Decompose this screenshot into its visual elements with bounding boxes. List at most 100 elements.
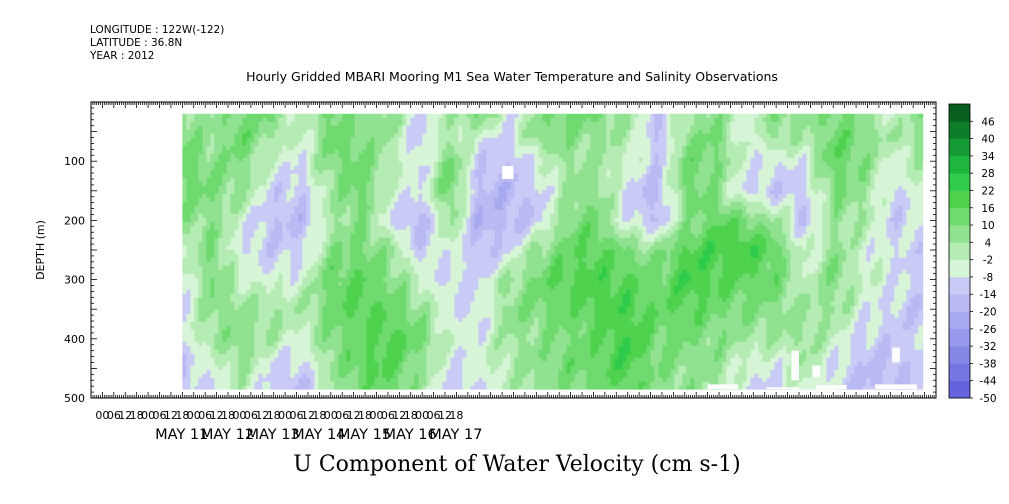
- heatmap-cell: [678, 125, 683, 131]
- heatmap-cell: [898, 157, 903, 163]
- heatmap-cell: [494, 165, 499, 171]
- heatmap-cell: [454, 113, 459, 119]
- heatmap-cell: [218, 193, 223, 199]
- heatmap-cell: [694, 213, 699, 219]
- heatmap-cell: [898, 153, 903, 159]
- heatmap-cell: [846, 165, 851, 171]
- heatmap-cell: [846, 117, 851, 123]
- heatmap-cell: [830, 117, 835, 123]
- heatmap-cell: [386, 157, 391, 163]
- heatmap-cell: [242, 217, 247, 223]
- heatmap-cell: [538, 117, 543, 123]
- heatmap-cell: [826, 133, 831, 139]
- heatmap-cell: [518, 161, 523, 167]
- heatmap-cell: [350, 181, 355, 187]
- heatmap-cell: [278, 121, 283, 127]
- heatmap-cell: [210, 189, 215, 195]
- heatmap-cell: [914, 197, 919, 203]
- heatmap-cell: [666, 165, 671, 171]
- heatmap-cell: [918, 197, 923, 203]
- heatmap-cell: [318, 113, 323, 119]
- heatmap-cell: [694, 157, 699, 163]
- heatmap-cell: [530, 173, 535, 179]
- heatmap-cell: [594, 205, 599, 211]
- heatmap-cell: [630, 173, 635, 179]
- heatmap-cell: [842, 213, 847, 219]
- heatmap-cell: [658, 185, 663, 191]
- heatmap-cell: [862, 213, 867, 219]
- heatmap-cell: [746, 161, 751, 167]
- heatmap-cell: [242, 133, 247, 139]
- heatmap-cell: [182, 201, 187, 207]
- heatmap-cell: [874, 177, 879, 183]
- heatmap-cell: [250, 129, 255, 135]
- heatmap-cell: [530, 181, 535, 187]
- heatmap-cell: [654, 161, 659, 167]
- heatmap-cell: [814, 129, 819, 135]
- heatmap-cell: [790, 209, 795, 215]
- heatmap-cell: [838, 161, 843, 167]
- heatmap-cell: [342, 205, 347, 211]
- heatmap-cell: [682, 145, 687, 151]
- heatmap-cell: [282, 205, 287, 211]
- heatmap-cell: [750, 185, 755, 191]
- heatmap-cell: [858, 213, 863, 219]
- heatmap-cell: [382, 133, 387, 139]
- heatmap-cell: [402, 121, 407, 127]
- heatmap-cell: [626, 217, 631, 223]
- heatmap-cell: [206, 161, 211, 167]
- heatmap-cell: [566, 141, 571, 147]
- heatmap-cell: [650, 185, 655, 191]
- heatmap-cell: [338, 121, 343, 127]
- heatmap-cell: [534, 117, 539, 123]
- heatmap-cell: [262, 141, 267, 147]
- heatmap-cell: [914, 125, 919, 131]
- heatmap-cell: [570, 117, 575, 123]
- heatmap-cell: [854, 173, 859, 179]
- heatmap-cell: [646, 117, 651, 123]
- heatmap-cell: [914, 137, 919, 143]
- heatmap-cell: [614, 133, 619, 139]
- heatmap-cell: [462, 185, 467, 191]
- heatmap-cell: [682, 169, 687, 175]
- heatmap-cell: [234, 161, 239, 167]
- heatmap-cell: [526, 173, 531, 179]
- heatmap-cell: [322, 173, 327, 179]
- heatmap-cell: [738, 181, 743, 187]
- heatmap-cell: [782, 177, 787, 183]
- heatmap-cell: [398, 157, 403, 163]
- heatmap-cell: [794, 145, 799, 151]
- heatmap-cell: [806, 181, 811, 187]
- heatmap-cell: [638, 209, 643, 215]
- heatmap-cell: [318, 133, 323, 139]
- heatmap-cell: [346, 129, 351, 135]
- heatmap-cell: [398, 205, 403, 211]
- heatmap-cell: [846, 193, 851, 199]
- heatmap-cell: [218, 145, 223, 151]
- heatmap-cell: [470, 161, 475, 167]
- heatmap-cell: [510, 181, 515, 187]
- heatmap-cell: [534, 205, 539, 211]
- heatmap-cell: [350, 193, 355, 199]
- heatmap-cell: [850, 141, 855, 147]
- heatmap-cell: [774, 189, 779, 195]
- heatmap-cell: [650, 137, 655, 143]
- heatmap-cell: [882, 165, 887, 171]
- heatmap-cell: [442, 213, 447, 219]
- heatmap-cell: [762, 193, 767, 199]
- heatmap-cell: [478, 213, 483, 219]
- heatmap-cell: [370, 133, 375, 139]
- heatmap-cell: [506, 205, 511, 211]
- heatmap-cell: [882, 129, 887, 135]
- heatmap-cell: [270, 177, 275, 183]
- heatmap-cell: [702, 185, 707, 191]
- heatmap-cell: [494, 173, 499, 179]
- heatmap-cell: [474, 209, 479, 215]
- heatmap-cell: [298, 173, 303, 179]
- heatmap-cell: [714, 165, 719, 171]
- heatmap-cell: [370, 217, 375, 223]
- heatmap-cell: [534, 217, 539, 223]
- heatmap-cell: [190, 141, 195, 147]
- heatmap-cell: [562, 197, 567, 203]
- heatmap-cell: [902, 169, 907, 175]
